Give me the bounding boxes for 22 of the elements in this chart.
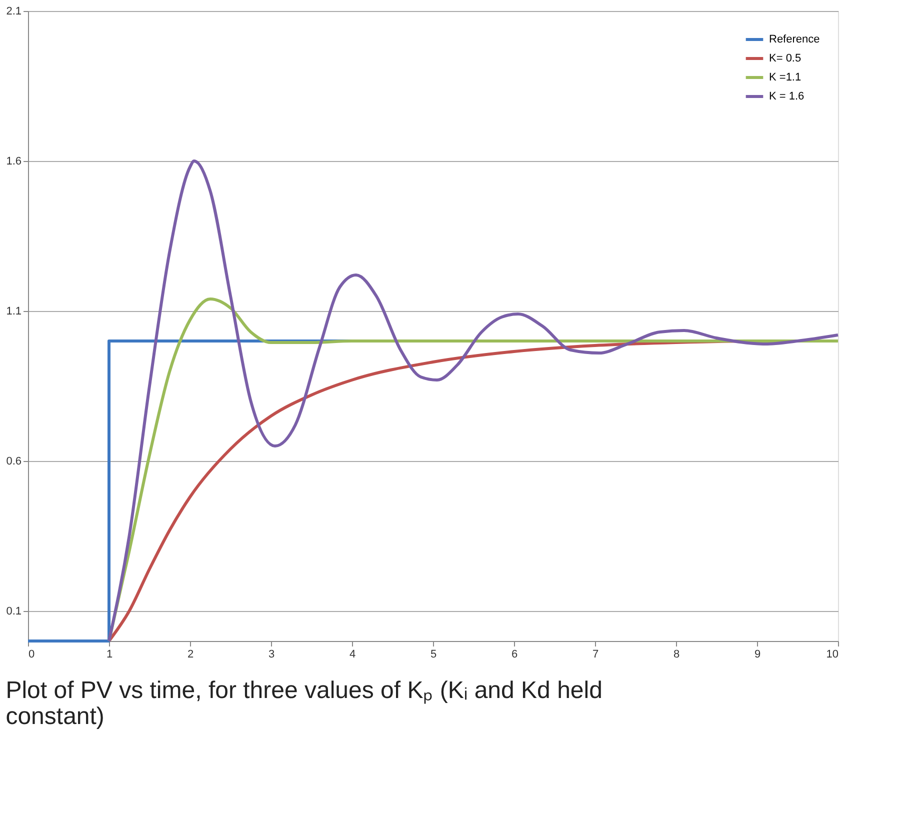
y-tick-label: 2.1	[6, 6, 22, 18]
x-tick-label: 7	[592, 648, 599, 660]
x-tick-label: 4	[349, 648, 356, 660]
x-tick-label: 5	[430, 648, 437, 660]
y-tick-label: 0.1	[6, 606, 22, 618]
legend-label: Reference	[769, 34, 820, 46]
y-tick-label: 1.6	[6, 156, 22, 168]
x-tick-label: 8	[673, 648, 680, 660]
x-tick-label: 6	[511, 648, 518, 660]
legend-label: K= 0.5	[769, 52, 802, 64]
y-tick-label: 1.1	[6, 306, 22, 318]
x-tick-label: 1	[106, 648, 113, 660]
x-tick-label: 9	[754, 648, 761, 660]
x-tick-label: 0	[28, 648, 35, 660]
text: Plot of PV vs time, for three values of Kₚ (Kᵢ and Kd held constant)	[6, 677, 602, 730]
x-tick-label: 3	[268, 648, 275, 660]
x-tick-label: 10	[826, 648, 838, 660]
line-series	[108, 160, 840, 642]
legend-label: K =1.1	[769, 72, 802, 84]
x-tick-label: 2	[187, 648, 194, 660]
y-tick-label: 0.6	[6, 456, 22, 468]
legend-label: K = 1.6	[769, 90, 804, 102]
